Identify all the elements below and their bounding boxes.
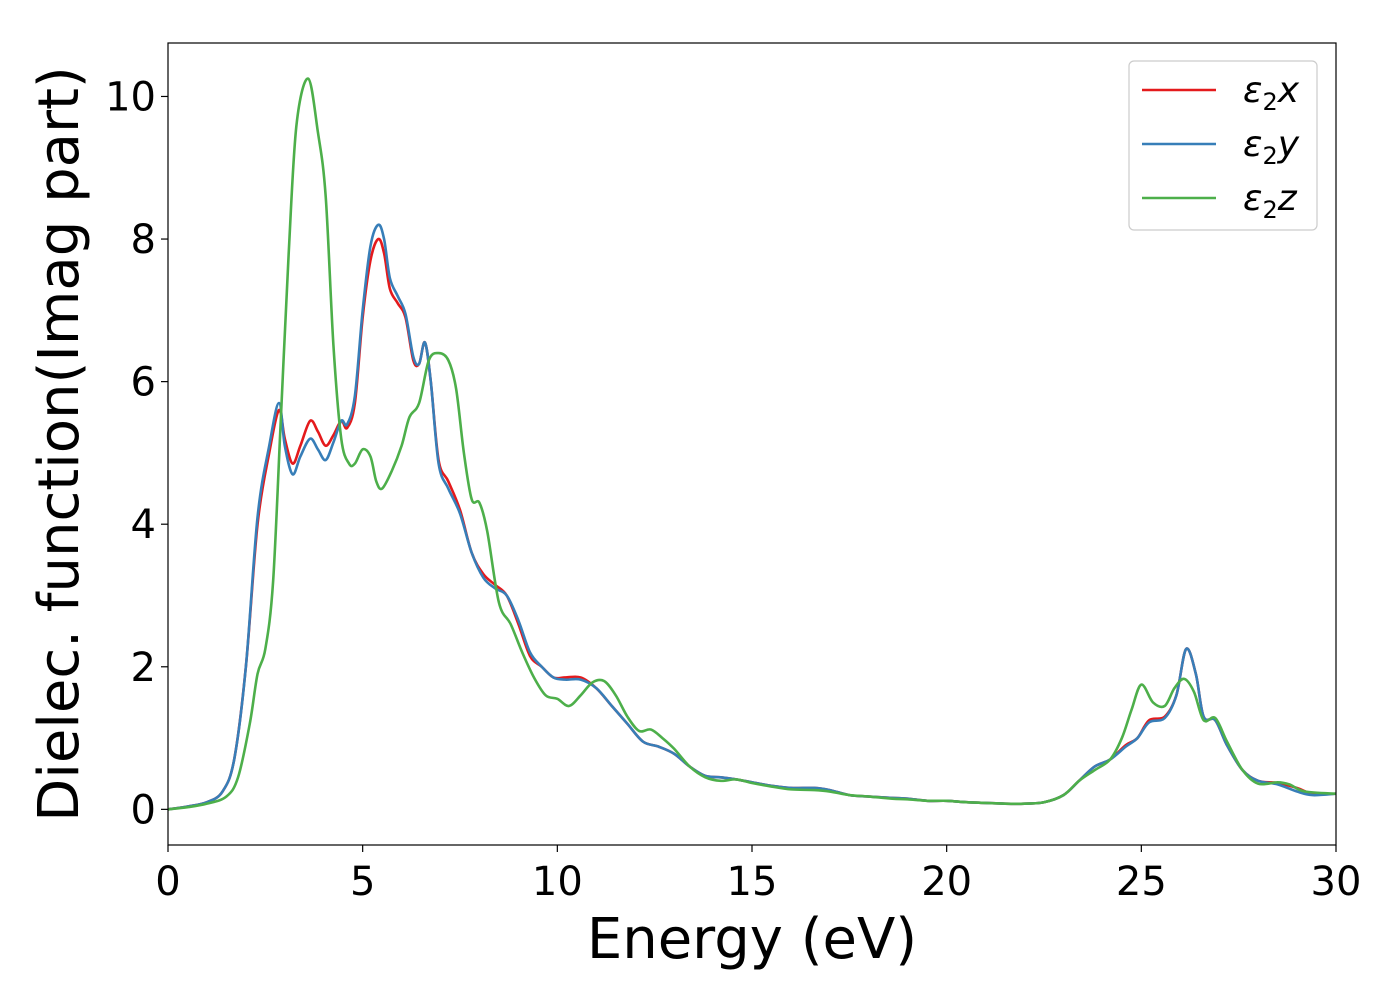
y-axis-label: Dielec. function(Imag part): [27, 66, 92, 822]
y-axis-ticks: 0 2 4 6 8 10: [105, 74, 168, 833]
legend-item-z: ε2z: [1142, 178, 1298, 224]
x-tick-label: 30: [1311, 859, 1362, 905]
legend-box: [1128, 60, 1318, 231]
x-tick-label: 0: [155, 859, 180, 905]
y-tick-label: 0: [131, 787, 156, 833]
y-tick-label: 4: [131, 502, 156, 548]
x-tick-label: 25: [1116, 859, 1167, 905]
y-tick-label: 2: [131, 645, 156, 691]
series-line-y: [167, 223, 1337, 811]
x-tick-label: 10: [532, 859, 583, 905]
legend-item-x: ε2x: [1142, 70, 1300, 116]
legend-label: ε2z: [1243, 178, 1298, 224]
x-tick-label: 5: [350, 859, 375, 905]
legend: ε2x ε2y ε2z: [1128, 60, 1318, 231]
legend-label: ε2x: [1243, 70, 1300, 116]
series-line-z: [167, 77, 1337, 811]
legend-item-y: ε2y: [1142, 124, 1300, 170]
y-tick-label: 6: [131, 360, 156, 406]
plot-frame: [167, 42, 1337, 846]
x-axis-label: Energy (eV): [587, 907, 917, 972]
y-tick-label: 8: [131, 217, 156, 263]
x-tick-label: 15: [727, 859, 778, 905]
x-axis-ticks: 0 5 10 15 20 25 30: [155, 845, 1361, 905]
plot-lines: [167, 77, 1337, 811]
series-line-x: [167, 237, 1337, 811]
y-tick-label: 10: [105, 74, 156, 120]
x-tick-label: 20: [921, 859, 972, 905]
legend-label: ε2y: [1243, 124, 1300, 170]
